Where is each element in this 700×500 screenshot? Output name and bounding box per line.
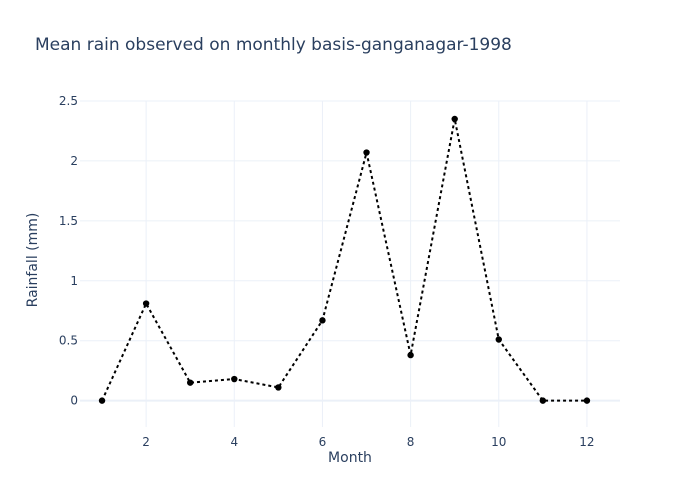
data-point bbox=[142, 300, 150, 307]
data-point bbox=[583, 397, 591, 404]
y-tick-label: 0 bbox=[70, 394, 78, 408]
data-point bbox=[319, 317, 326, 324]
data-point bbox=[407, 351, 414, 359]
data-point bbox=[187, 379, 194, 386]
x-axis-title: Month bbox=[328, 450, 372, 466]
chart-title: Mean rain observed on monthly basis-gang… bbox=[35, 35, 512, 55]
data-point bbox=[495, 336, 502, 343]
y-tick-label: 2 bbox=[70, 154, 78, 168]
y-tick-label: 2.5 bbox=[59, 94, 78, 108]
data-point bbox=[539, 397, 547, 404]
x-tick-label: 8 bbox=[407, 435, 415, 449]
grid-layer bbox=[80, 100, 620, 427]
series-layer bbox=[98, 115, 591, 404]
data-point bbox=[98, 397, 106, 404]
tick-layer: 2 4 6 8 10 12 0 0.5 1 1.5 2 2.5 bbox=[59, 94, 595, 449]
data-point bbox=[451, 115, 458, 123]
data-point bbox=[363, 149, 370, 156]
data-point bbox=[231, 375, 238, 383]
data-point bbox=[275, 384, 282, 391]
x-tick-label: 10 bbox=[491, 435, 506, 449]
y-tick-label: 1 bbox=[70, 274, 78, 288]
y-tick-label: 1.5 bbox=[59, 214, 78, 228]
x-tick-label: 4 bbox=[230, 435, 238, 449]
x-tick-label: 6 bbox=[319, 435, 327, 449]
series-line bbox=[101, 118, 587, 402]
x-tick-label: 12 bbox=[579, 435, 594, 449]
x-tick-label: 2 bbox=[142, 435, 150, 449]
y-tick-label: 0.5 bbox=[59, 334, 78, 348]
y-axis-title: Rainfall (mm) bbox=[25, 213, 41, 308]
